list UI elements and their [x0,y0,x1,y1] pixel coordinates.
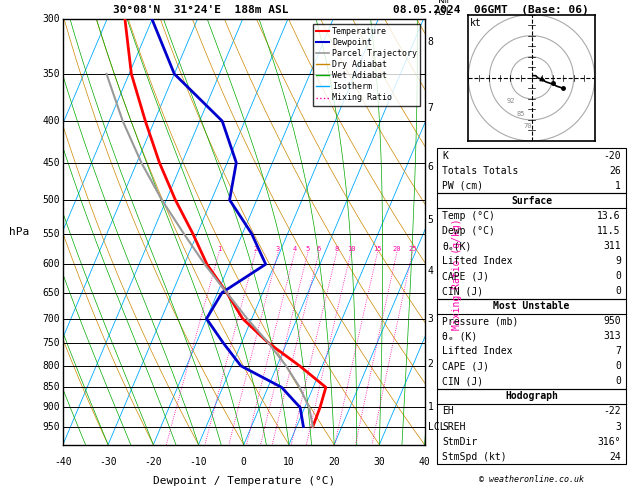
Text: 650: 650 [42,288,60,297]
Text: Lifted Index: Lifted Index [442,347,513,356]
Legend: Temperature, Dewpoint, Parcel Trajectory, Dry Adiabat, Wet Adiabat, Isotherm, Mi: Temperature, Dewpoint, Parcel Trajectory… [313,24,420,106]
Text: Temp (°C): Temp (°C) [442,211,495,221]
Text: 1: 1 [217,246,221,252]
Text: 2: 2 [428,359,433,369]
Text: 92: 92 [506,98,515,104]
Text: 4: 4 [428,266,433,276]
Text: 20: 20 [392,246,401,252]
Text: 70: 70 [523,123,532,129]
Text: 0: 0 [615,271,621,281]
Text: 15: 15 [373,246,382,252]
Text: 600: 600 [42,259,60,269]
Text: 0: 0 [241,457,247,467]
Text: 550: 550 [42,228,60,239]
Text: 750: 750 [42,338,60,348]
Text: 500: 500 [42,195,60,205]
Text: 13.6: 13.6 [598,211,621,221]
Text: 6: 6 [317,246,321,252]
Text: -30: -30 [99,457,117,467]
Text: CIN (J): CIN (J) [442,376,483,386]
Text: K: K [442,151,448,161]
Text: 30: 30 [374,457,385,467]
Text: © weatheronline.co.uk: © weatheronline.co.uk [479,474,584,484]
Text: CIN (J): CIN (J) [442,286,483,296]
Text: 8: 8 [335,246,339,252]
Text: CAPE (J): CAPE (J) [442,271,489,281]
Text: Totals Totals: Totals Totals [442,166,518,176]
Text: km
ASL: km ASL [435,0,452,17]
Text: 20: 20 [328,457,340,467]
Text: 85: 85 [517,111,525,117]
Text: 5: 5 [306,246,310,252]
Text: 316°: 316° [598,436,621,447]
Text: 2: 2 [253,246,258,252]
Text: Dewp (°C): Dewp (°C) [442,226,495,236]
Text: 400: 400 [42,116,60,126]
Text: 9: 9 [615,256,621,266]
Text: 0: 0 [615,286,621,296]
Text: PW (cm): PW (cm) [442,181,483,191]
Text: 850: 850 [42,382,60,392]
Text: kt: kt [470,18,481,28]
Text: 0: 0 [615,376,621,386]
Text: 5: 5 [428,215,433,226]
Text: 3: 3 [276,246,281,252]
Text: Dewpoint / Temperature (°C): Dewpoint / Temperature (°C) [153,476,335,486]
Text: θₑ(K): θₑ(K) [442,241,472,251]
Text: θₑ (K): θₑ (K) [442,331,477,341]
Text: 450: 450 [42,157,60,168]
Text: 7: 7 [428,103,433,113]
Text: CAPE (J): CAPE (J) [442,362,489,371]
Text: -20: -20 [145,457,162,467]
Text: 1: 1 [428,402,433,412]
Text: 3: 3 [428,313,433,324]
Text: Lifted Index: Lifted Index [442,256,513,266]
Text: 25: 25 [408,246,416,252]
Text: 11.5: 11.5 [598,226,621,236]
Text: StmSpd (kt): StmSpd (kt) [442,451,507,462]
Text: 3: 3 [615,421,621,432]
Text: Pressure (mb): Pressure (mb) [442,316,518,326]
Text: -20: -20 [603,151,621,161]
Text: 950: 950 [603,316,621,326]
Text: 700: 700 [42,313,60,324]
Text: -40: -40 [54,457,72,467]
Text: 800: 800 [42,361,60,371]
Text: 10: 10 [347,246,355,252]
Text: 30°08'N  31°24'E  188m ASL: 30°08'N 31°24'E 188m ASL [113,4,288,15]
Text: 8: 8 [428,37,433,47]
Text: 26: 26 [609,166,621,176]
Text: 08.05.2024  06GMT  (Base: 06): 08.05.2024 06GMT (Base: 06) [392,4,589,15]
Text: 7: 7 [615,347,621,356]
Text: 1: 1 [615,181,621,191]
Text: StmDir: StmDir [442,436,477,447]
Text: 300: 300 [42,15,60,24]
Text: Mixing Ratio (g/kg): Mixing Ratio (g/kg) [452,219,462,330]
Text: 350: 350 [42,69,60,79]
Text: -22: -22 [603,406,621,417]
Text: 0: 0 [615,362,621,371]
Text: 900: 900 [42,402,60,413]
Text: 311: 311 [603,241,621,251]
Text: 24: 24 [609,451,621,462]
Text: 4: 4 [292,246,297,252]
Text: hPa: hPa [9,227,29,237]
Text: Hodograph: Hodograph [505,391,558,401]
Text: 6: 6 [428,161,433,172]
Text: EH: EH [442,406,454,417]
Text: LCL: LCL [428,421,445,432]
Text: 950: 950 [42,421,60,432]
Text: 313: 313 [603,331,621,341]
Text: 10: 10 [283,457,295,467]
Text: SREH: SREH [442,421,465,432]
Text: 40: 40 [419,457,430,467]
Text: Most Unstable: Most Unstable [493,301,570,311]
Text: Surface: Surface [511,196,552,206]
Text: -10: -10 [190,457,208,467]
